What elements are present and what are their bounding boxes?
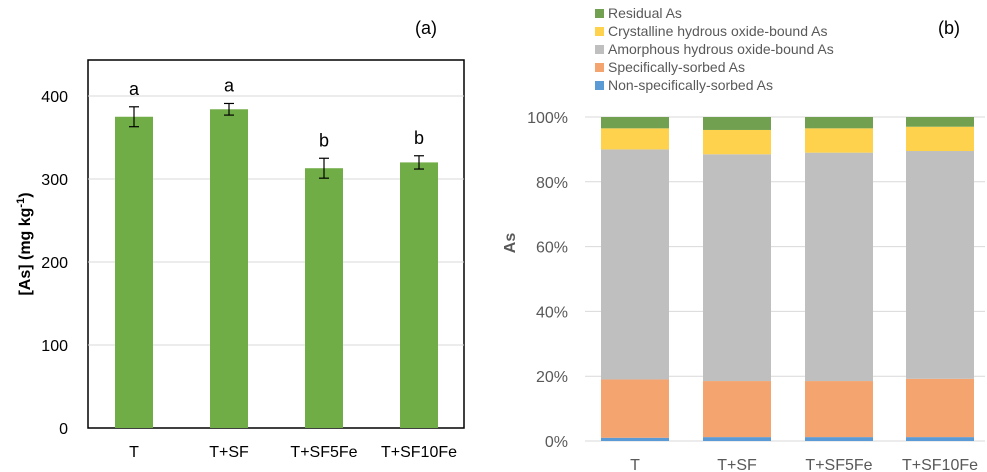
panel-b-bar-segment [805, 128, 873, 153]
panel-b-x-tick-label: T [630, 457, 640, 472]
panel-a-bar [400, 162, 438, 428]
panel-a-significance-letter: b [414, 128, 424, 148]
panel-b-y-tick-label: 0% [545, 434, 568, 451]
panel-a-significance-letter: a [224, 75, 235, 95]
panel-b-bar-segment [906, 378, 974, 438]
panel-b-legend-swatch [595, 27, 604, 36]
panel-a-x-tick-label: T+SF [209, 444, 249, 461]
panel-b-y-axis-label: As [502, 233, 519, 254]
panel-b-label: (b) [938, 18, 960, 38]
panel-a-y-tick-label: 400 [41, 89, 68, 106]
panel-a-x-tick-label: T+SF10Fe [381, 444, 457, 461]
panel-a-y-tick-label: 200 [41, 255, 68, 272]
panel-b-bar-segment [601, 437, 669, 441]
panel-b-bar-segment [703, 437, 771, 441]
panel-a-bar [210, 109, 248, 428]
panel-b-bar-segment [601, 117, 669, 129]
panel-a-label: (a) [415, 18, 437, 38]
panel-b-bar-segment [703, 154, 771, 382]
panel-b-y-tick-label: 20% [536, 369, 568, 386]
panel-b-legend-swatch [595, 45, 604, 54]
panel-a-bar [115, 116, 153, 428]
panel-b-x-tick-label: T+SF5Fe [805, 457, 872, 472]
panel-a-frame [87, 59, 465, 429]
panel-b-legend-entry: Residual As [608, 5, 682, 21]
panel-b-bar-segment [703, 381, 771, 438]
panel-b-y-tick-label: 80% [536, 175, 568, 192]
panel-b-y-tick-label: 100% [527, 110, 568, 127]
panel-b-x-tick-label: T+SF10Fe [902, 457, 978, 472]
panel-b-bar-segment [805, 437, 873, 441]
panel-b-bar-segment [805, 152, 873, 382]
panel-a-chart: (a) [As] (mg kg-1) 0 100 200 300 400 a Ta T+SF b… [15, 18, 465, 461]
panel-b-bar-segment [601, 149, 669, 380]
panel-b-legend-swatch [595, 63, 604, 72]
panel-a-bar [305, 168, 343, 428]
panel-a-y-tick-label: 300 [41, 172, 68, 189]
panel-b-legend-entry: Crystalline hydrous oxide-bound As [608, 23, 827, 39]
panel-b-bar-segment [805, 117, 873, 129]
panel-b-y-tick-label: 60% [536, 240, 568, 257]
panel-a-x-tick-label: T [129, 444, 139, 461]
panel-b-legend-entry: Specifically-sorbed As [608, 59, 745, 75]
panel-b-bar-segment [703, 117, 771, 130]
panel-b-chart: (b) As Residual As Crystalline hydrous ox… [502, 5, 985, 472]
panel-b-bar-segment [906, 437, 974, 441]
panel-a-significance-letter: b [319, 130, 329, 150]
panel-a-x-tick-label: T+SF5Fe [290, 444, 357, 461]
panel-b-bar-segment [703, 129, 771, 155]
panel-a-y-axis-label: [As] (mg kg-1) [15, 192, 34, 295]
panel-b-bar-segment [805, 381, 873, 438]
panel-b-bar-segment [906, 126, 974, 152]
panel-b-legend-swatch [595, 9, 604, 18]
panel-b-legend-entry: Non-specifically-sorbed As [608, 77, 773, 93]
panel-b-y-tick-label: 40% [536, 304, 568, 321]
panel-b-legend: Residual As Crystalline hydrous oxide-bou… [595, 5, 834, 93]
panel-b-bar-segment [906, 151, 974, 379]
panel-a-y-tick-label: 100 [41, 338, 68, 355]
panel-a-y-tick-label: 0 [59, 421, 68, 438]
panel-b-legend-entry: Amorphous hydrous oxide-bound As [608, 41, 834, 57]
panel-b-legend-swatch [595, 81, 604, 90]
panel-a-significance-letter: a [129, 79, 140, 99]
panel-b-x-tick-label: T+SF [717, 457, 757, 472]
panel-b-bar-segment [906, 117, 974, 127]
panel-b-bar-segment [601, 128, 669, 150]
panel-b-bar-segment [601, 379, 669, 438]
